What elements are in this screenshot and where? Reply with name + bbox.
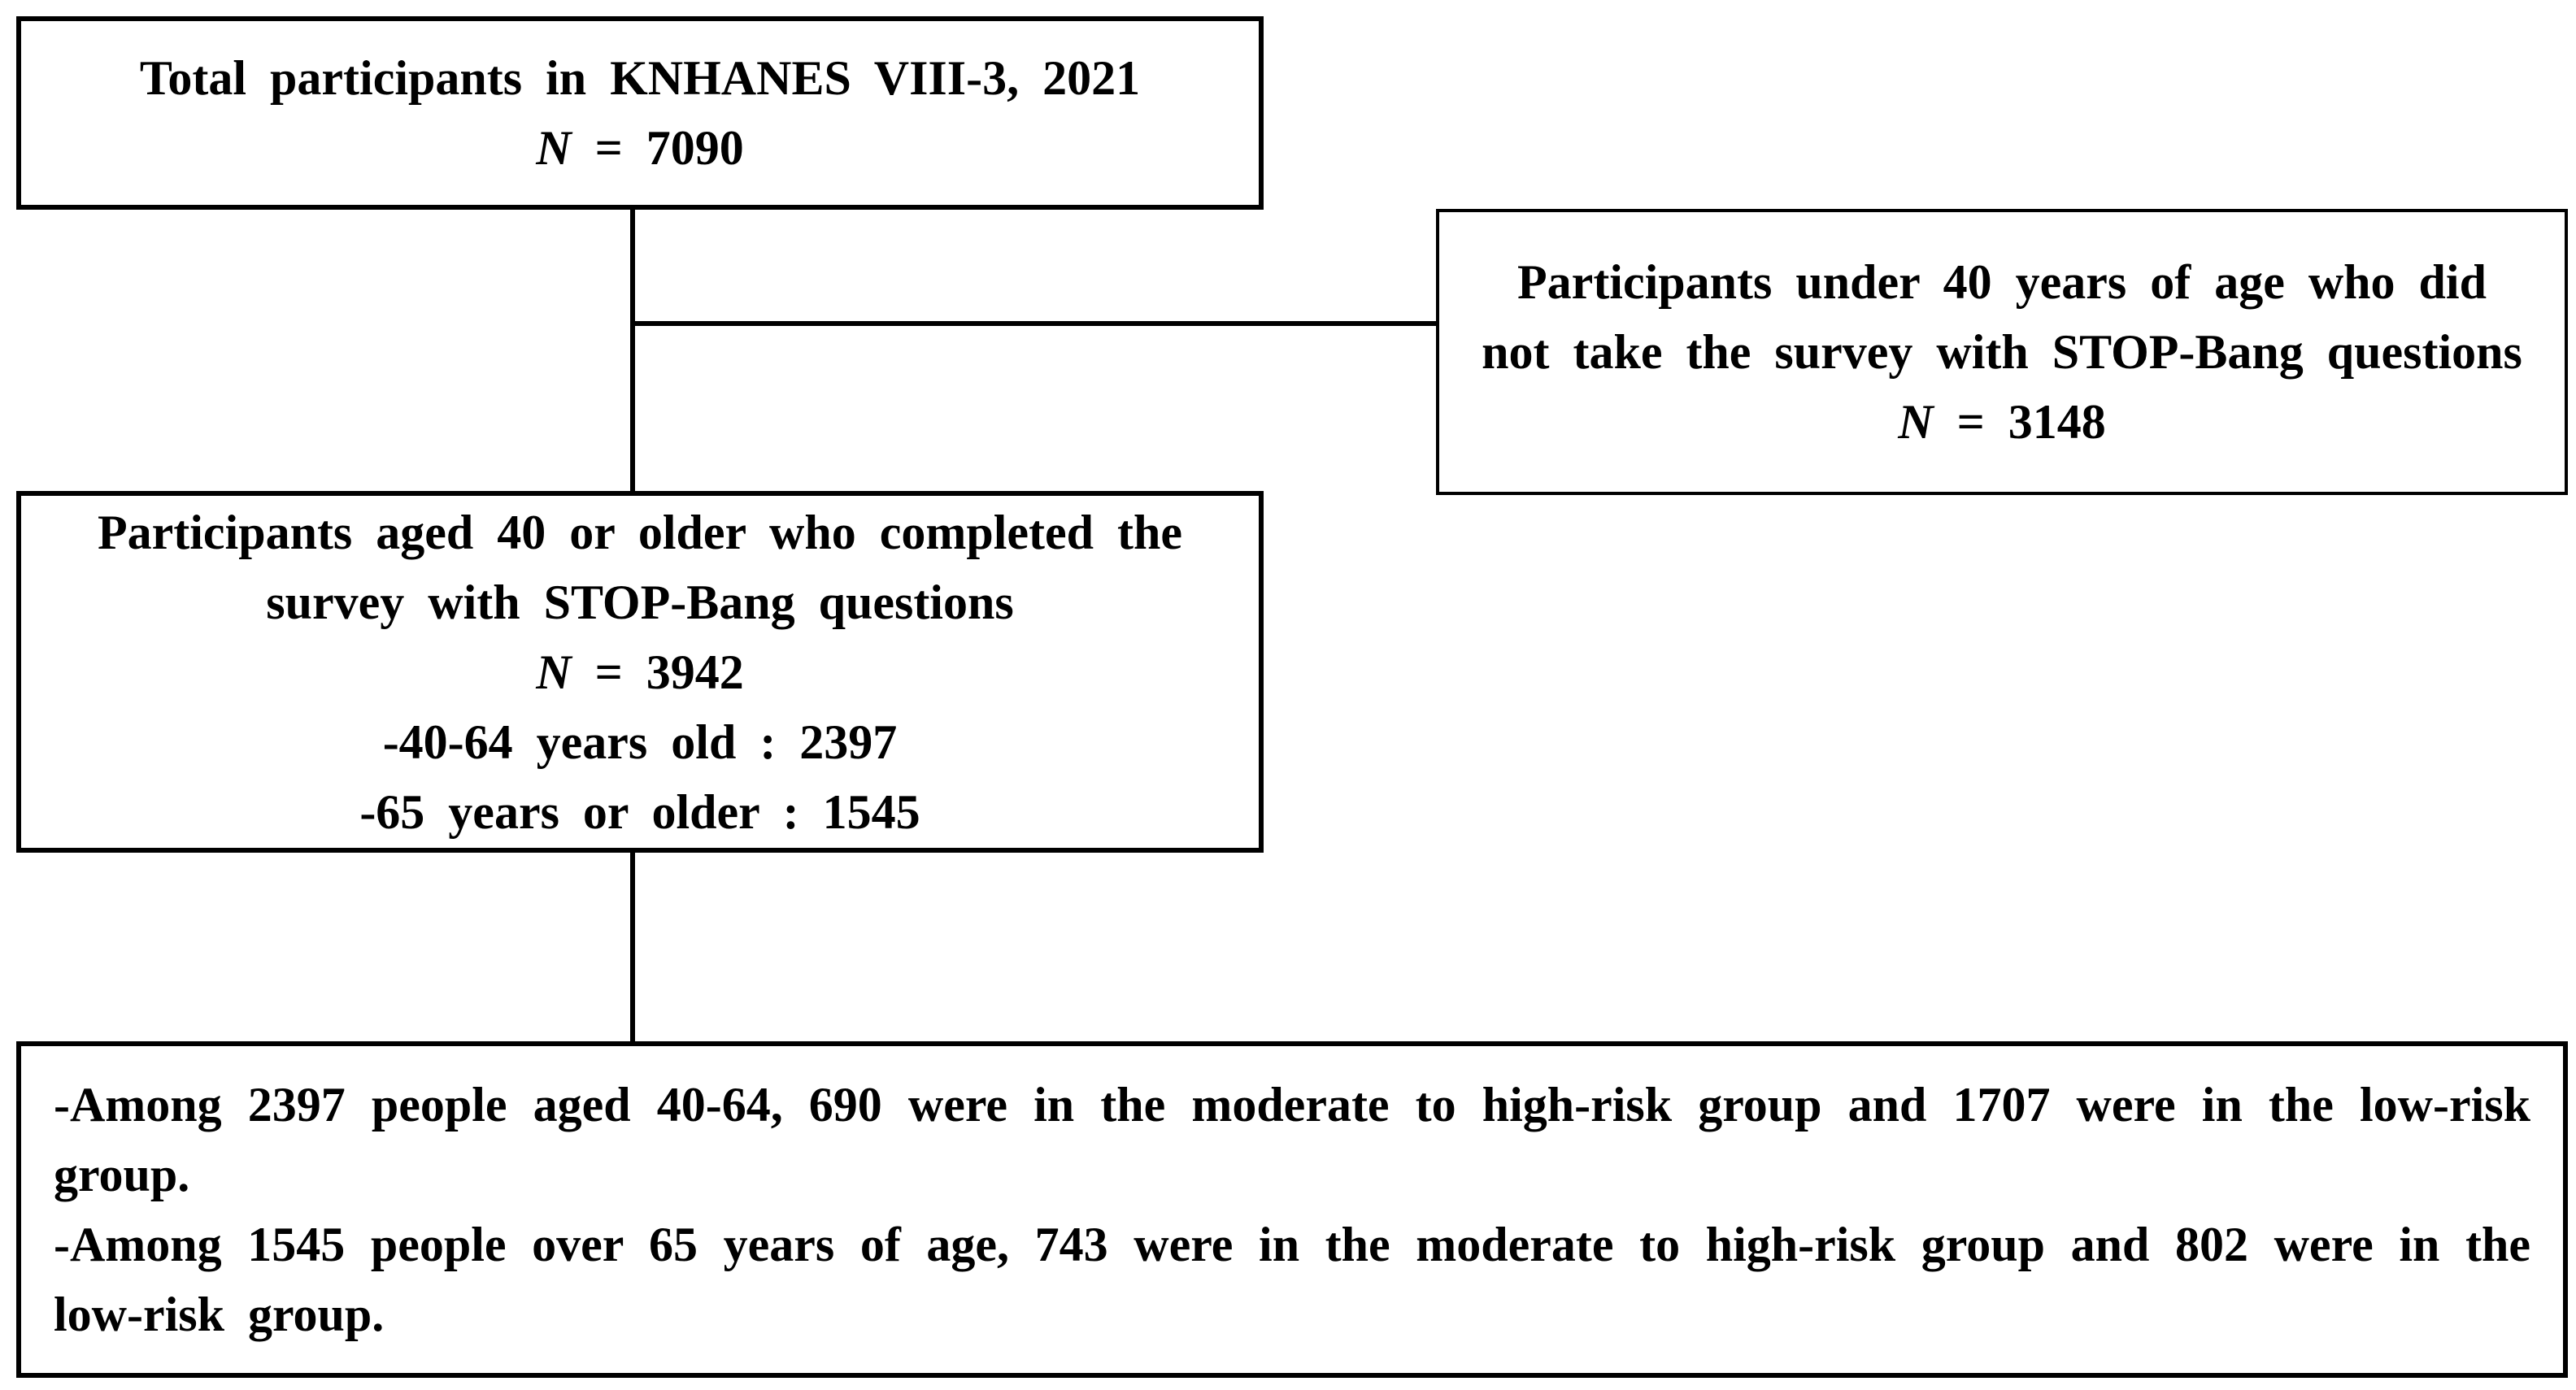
node-text: -Among 2397 people aged 40-64, 690 were …	[54, 1078, 2530, 1201]
node-box: -Among 2397 people aged 40-64, 690 were …	[16, 1041, 2568, 1378]
n-symbol: N	[1898, 395, 1934, 449]
node-text: -Among 1545 people over 65 years of age,…	[54, 1218, 2530, 1341]
connector	[630, 209, 635, 492]
connector	[633, 321, 1438, 326]
node-count: N = 3942	[536, 637, 744, 707]
node-text: Participants under 40 years of age who d…	[1482, 255, 2522, 379]
connector	[630, 852, 635, 1042]
n-symbol: N	[536, 121, 572, 175]
n-symbol: N	[536, 645, 572, 699]
node-subtext: -65 years or older : 1545	[359, 784, 920, 839]
n-value: = 7090	[594, 121, 744, 175]
node-count: N = 3148	[1898, 387, 2106, 457]
node-text: Total participants in KNHANES VIII-3, 20…	[139, 51, 1141, 105]
node-subtext: -40-64 years old : 2397	[382, 715, 898, 769]
node-text: Participants aged 40 or older who comple…	[97, 505, 1182, 629]
n-value: = 3942	[594, 645, 744, 699]
node-count: N = 7090	[536, 113, 744, 183]
n-value: = 3148	[1956, 395, 2106, 449]
node-box: Participants aged 40 or older who comple…	[16, 491, 1264, 853]
node-box: Participants under 40 years of age who d…	[1436, 209, 2568, 495]
node-box: Total participants in KNHANES VIII-3, 20…	[16, 16, 1264, 210]
